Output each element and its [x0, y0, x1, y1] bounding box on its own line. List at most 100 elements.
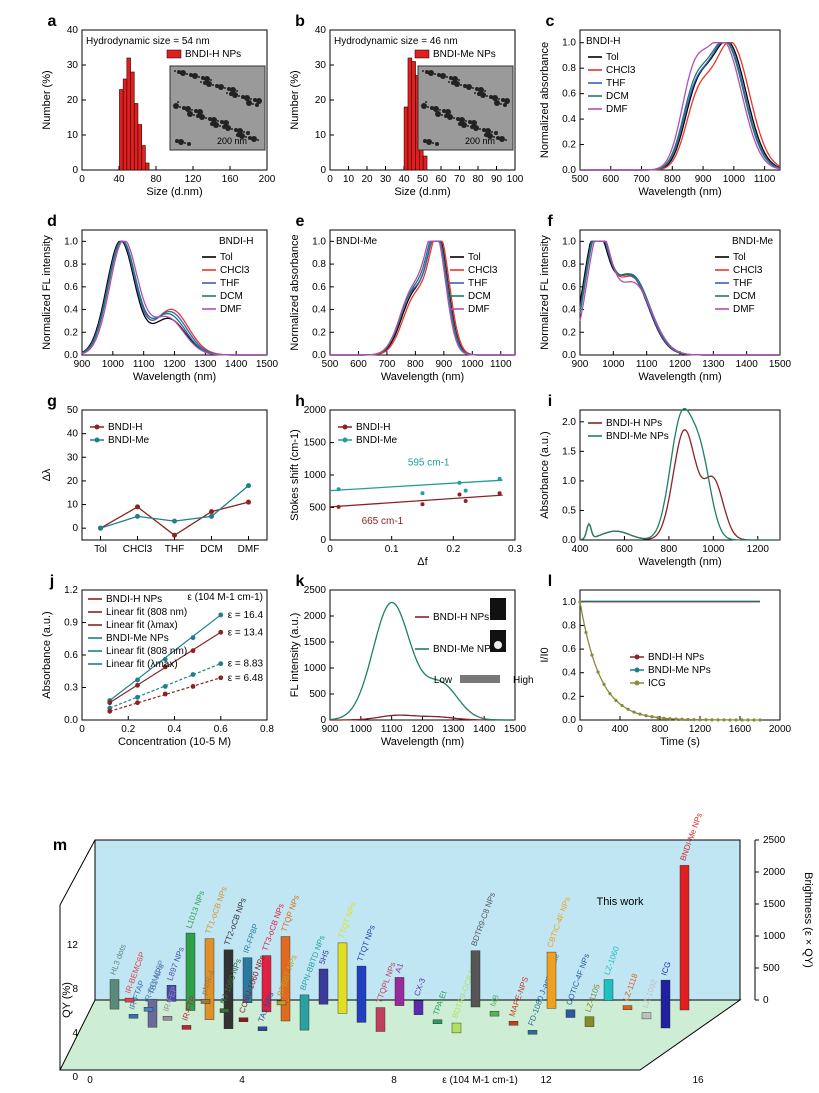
- tem-particle: [187, 111, 193, 117]
- panel-letter: h: [295, 393, 305, 410]
- tem-particle: [219, 125, 221, 127]
- fl-line-BNDI-Me NPs: [329, 601, 515, 721]
- x-tick-label: 800: [407, 359, 424, 370]
- legend-label: THF: [733, 278, 752, 289]
- bar-3d: [257, 1026, 268, 1032]
- panel-letter: f: [547, 213, 553, 230]
- legend-label: BNDI-H NPs: [606, 418, 662, 429]
- y-axis-label: Absorbance (a.u.): [41, 611, 53, 698]
- y-tick-label: 0: [72, 523, 78, 534]
- tem-particle: [494, 131, 498, 135]
- tem-particle: [478, 87, 484, 93]
- tem-particle: [435, 111, 441, 117]
- x-tick-label: 900: [695, 174, 712, 185]
- tem-particle: [427, 106, 429, 108]
- x-tick-label: 1100: [754, 174, 776, 185]
- x-tick-label: 4: [239, 1075, 245, 1086]
- y-axis-label: FL intensity (a.u.): [289, 613, 301, 698]
- data-point: [674, 717, 678, 721]
- panel-letter: k: [296, 573, 305, 590]
- x-tick-label: 400: [612, 724, 629, 735]
- tem-particle: [193, 114, 195, 116]
- data-point: [638, 712, 642, 716]
- data-point: [632, 710, 636, 714]
- legend-marker: [342, 437, 348, 443]
- panel-g: 0 10 20 30 40 50 Δλ g Tol CHCl3 THF DCM DMF BNDI-H BND…: [41, 393, 268, 555]
- x-tick-label: 1000: [602, 359, 625, 370]
- vial-image: [490, 598, 506, 620]
- x-tick-label: 200: [259, 174, 276, 185]
- x-tick-label: 20: [361, 174, 373, 185]
- y-tick-label: 0: [320, 535, 326, 546]
- y-tick-label: 0.0: [562, 715, 576, 726]
- y-axis-label: QY (%): [61, 982, 73, 1018]
- panel-i: 400 600 800 1000 1200 0.0 0.5 1.0 1.5 2.0 Waveleng…: [539, 393, 781, 568]
- data-point: [716, 718, 720, 722]
- slope-annotation: 665 cm-1: [362, 516, 404, 527]
- tem-particle: [498, 98, 500, 100]
- x-tick-label: 900: [74, 359, 91, 370]
- y-tick-label: 20: [315, 95, 327, 106]
- y-tick-label: 0.6: [562, 282, 576, 293]
- bar-label: A1: [393, 961, 405, 974]
- x-tick-label: 800: [652, 724, 669, 735]
- x-tick-label: 0.2: [121, 724, 135, 735]
- bar-3d: [223, 949, 234, 1029]
- tem-particle: [447, 114, 453, 120]
- tem-particle: [465, 120, 467, 122]
- x-tick-label: 900: [322, 724, 339, 735]
- y-axis-label: Normalized absorbance: [289, 234, 301, 350]
- panel-letter: d: [47, 213, 57, 230]
- y-tick-label: 0: [72, 1072, 78, 1083]
- y-axis-label: Absorbance (a.u.): [539, 431, 551, 518]
- legend-label: Linear fit (λmax): [106, 620, 178, 631]
- panel-letter: e: [296, 213, 305, 230]
- legend-label: CHCl3: [606, 65, 636, 76]
- tem-particle: [237, 128, 243, 134]
- tem-particle: [177, 101, 179, 103]
- tem-particle: [178, 139, 184, 145]
- bar-3d: [147, 998, 158, 1028]
- tem-particle: [174, 70, 176, 72]
- y-tick-label: 1.0: [562, 597, 576, 608]
- legend-label: BNDI-Me NPs: [433, 644, 496, 655]
- tem-particle: [197, 109, 203, 115]
- tem-particle: [210, 79, 212, 81]
- x-tick-label: 1200: [669, 359, 692, 370]
- y-tick-label: 0.8: [562, 63, 576, 74]
- y-tick-label: 10: [315, 130, 327, 141]
- z-tick-label: 2500: [763, 835, 786, 846]
- x-axis-label: Δf: [417, 556, 428, 568]
- data-point: [758, 718, 762, 722]
- y-tick-label: 1.5: [562, 446, 576, 457]
- panel-h: 0 0.1 0.2 0.3 0 500 1000 1500 2000 Δf Stokes shift…: [289, 393, 522, 568]
- y-tick-label: 4: [72, 1028, 78, 1039]
- data-point: [626, 707, 630, 711]
- data-point: [668, 717, 672, 721]
- tem-particle: [494, 100, 500, 106]
- bar-3d: [432, 1019, 443, 1024]
- tem-particle: [474, 92, 476, 94]
- y-tick-label: 10: [67, 500, 79, 511]
- panel-title: BNDI-Me: [336, 236, 378, 247]
- x-tick-label: 80: [472, 174, 484, 185]
- tem-particle: [186, 73, 188, 75]
- tem-particle: [231, 128, 233, 130]
- y-tick-label: 0.9: [64, 618, 78, 629]
- bar-3d: [489, 1010, 500, 1017]
- x-tick-label: 1100: [381, 724, 403, 735]
- tem-particle: [439, 109, 441, 111]
- legend-label: BNDI-Me: [356, 435, 398, 446]
- bar-3d: [679, 865, 690, 1011]
- tem-particle: [245, 136, 247, 138]
- y-tick-label: 20: [67, 476, 79, 487]
- bar-3d: [584, 1016, 595, 1027]
- x-tick-label: 1400: [473, 724, 496, 735]
- x-tick-label: 0.6: [214, 724, 228, 735]
- legend-label: BNDI-Me: [108, 435, 150, 446]
- x-axis-label: Time (s): [660, 736, 700, 748]
- x-axis-label: Wavelength (nm): [133, 371, 216, 383]
- panel-title: BNDI-H: [219, 236, 253, 247]
- legend-label: BNDI-Me NPs: [433, 49, 496, 60]
